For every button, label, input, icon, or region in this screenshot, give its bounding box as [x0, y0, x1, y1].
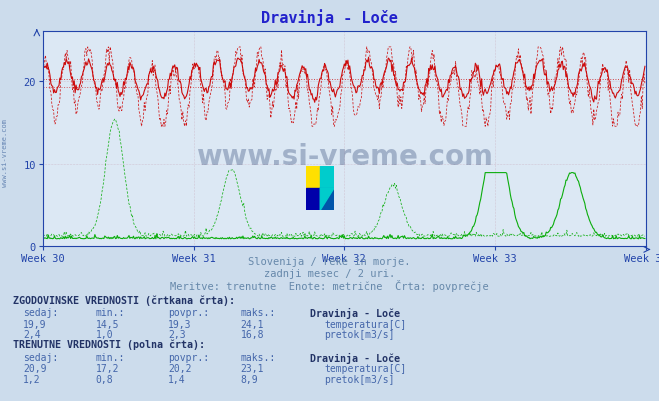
Text: zadnji mesec / 2 uri.: zadnji mesec / 2 uri.: [264, 268, 395, 278]
Text: www.si-vreme.com: www.si-vreme.com: [2, 118, 9, 186]
Text: min.:: min.:: [96, 352, 125, 362]
Text: 1,2: 1,2: [23, 374, 41, 384]
Text: ZGODOVINSKE VREDNOSTI (črtkana črta):: ZGODOVINSKE VREDNOSTI (črtkana črta):: [13, 295, 235, 305]
Text: sedaj:: sedaj:: [23, 352, 58, 362]
Text: Dravinja - Loče: Dravinja - Loče: [310, 352, 400, 363]
Text: 8,9: 8,9: [241, 374, 258, 384]
Text: sedaj:: sedaj:: [23, 308, 58, 318]
Text: 19,3: 19,3: [168, 319, 192, 329]
Text: 20,2: 20,2: [168, 363, 192, 373]
Text: 1,0: 1,0: [96, 330, 113, 340]
Text: maks.:: maks.:: [241, 308, 275, 318]
Text: 20,9: 20,9: [23, 363, 47, 373]
Text: 14,5: 14,5: [96, 319, 119, 329]
Text: 19,9: 19,9: [23, 319, 47, 329]
Text: min.:: min.:: [96, 308, 125, 318]
Text: 2,3: 2,3: [168, 330, 186, 340]
Text: pretok[m3/s]: pretok[m3/s]: [324, 374, 395, 384]
Text: Slovenija / reke in morje.: Slovenija / reke in morje.: [248, 257, 411, 267]
Text: temperatura[C]: temperatura[C]: [324, 363, 407, 373]
Bar: [306, 188, 320, 211]
Text: Dravinja - Loče: Dravinja - Loče: [261, 9, 398, 26]
Text: maks.:: maks.:: [241, 352, 275, 362]
Text: Meritve: trenutne  Enote: metrične  Črta: povprečje: Meritve: trenutne Enote: metrične Črta: …: [170, 279, 489, 291]
Text: temperatura[C]: temperatura[C]: [324, 319, 407, 329]
Bar: [320, 188, 334, 211]
Text: 17,2: 17,2: [96, 363, 119, 373]
Text: pretok[m3/s]: pretok[m3/s]: [324, 330, 395, 340]
Bar: [306, 166, 320, 188]
Text: 0,8: 0,8: [96, 374, 113, 384]
Bar: [320, 166, 334, 188]
Text: povpr.:: povpr.:: [168, 352, 209, 362]
Text: 2,4: 2,4: [23, 330, 41, 340]
Text: www.si-vreme.com: www.si-vreme.com: [196, 142, 493, 170]
Text: TRENUTNE VREDNOSTI (polna črta):: TRENUTNE VREDNOSTI (polna črta):: [13, 339, 205, 349]
Text: 23,1: 23,1: [241, 363, 264, 373]
Text: Dravinja - Loče: Dravinja - Loče: [310, 308, 400, 318]
Text: 1,4: 1,4: [168, 374, 186, 384]
Text: 16,8: 16,8: [241, 330, 264, 340]
Text: povpr.:: povpr.:: [168, 308, 209, 318]
Text: 24,1: 24,1: [241, 319, 264, 329]
Polygon shape: [320, 188, 334, 211]
